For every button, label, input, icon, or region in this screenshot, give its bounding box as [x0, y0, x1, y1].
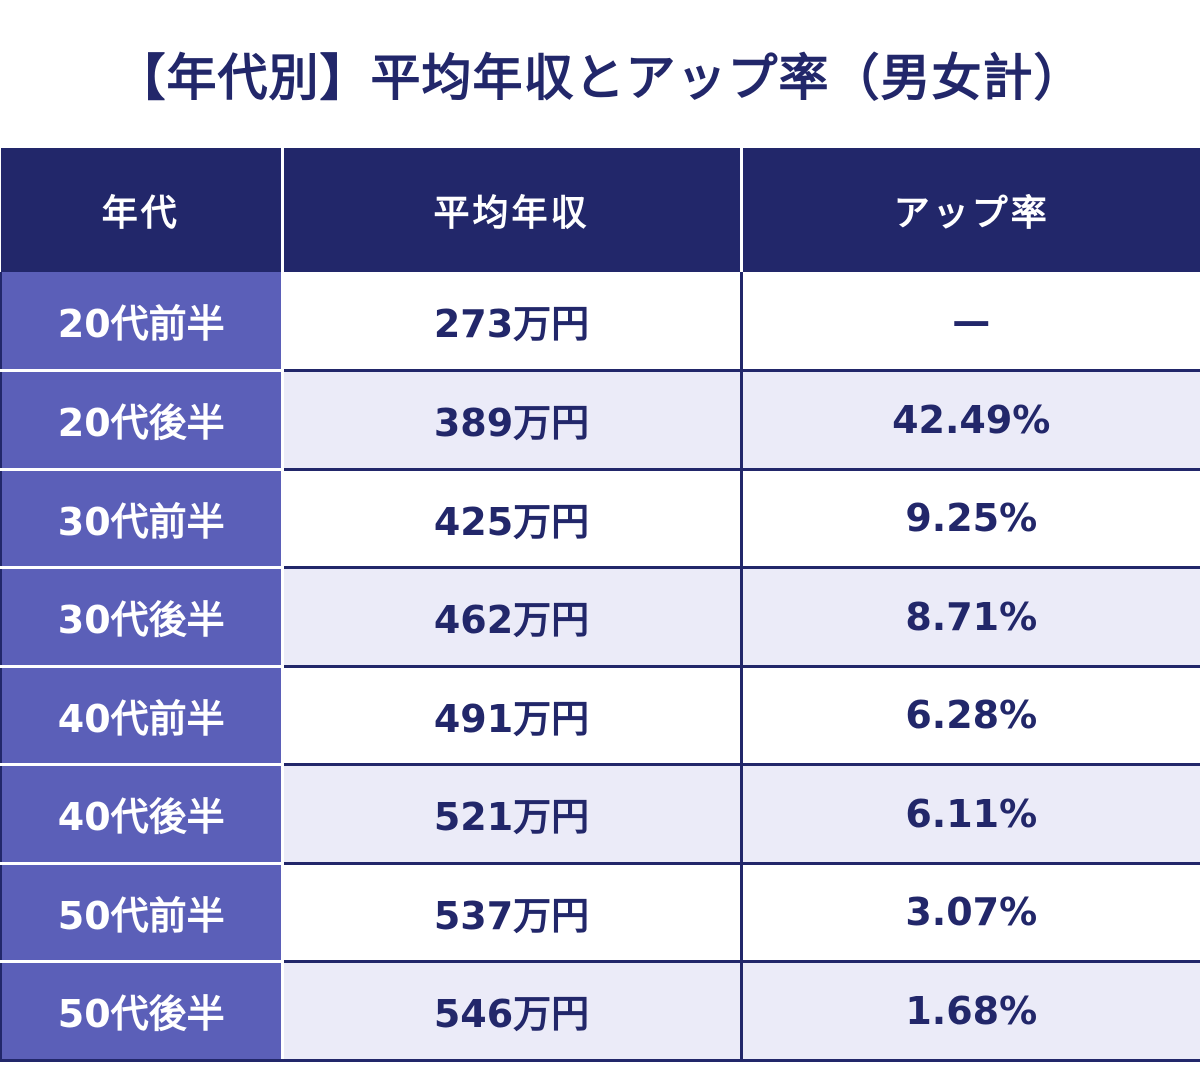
rate-cell: 42.49%	[741, 370, 1200, 471]
income-cell: 425万円	[282, 469, 743, 569]
chart-title: 【年代別】平均年収とアップ率（男女計）	[115, 49, 1085, 107]
age-cell: 30代前半	[0, 469, 284, 569]
rate-cell: 1.68%	[741, 961, 1200, 1062]
age-cell: 30代後半	[0, 567, 284, 668]
header-row: 年代 平均年収 アップ率	[1, 148, 1200, 272]
income-cell: 537万円	[282, 863, 743, 963]
rate-cell: 3.07%	[741, 863, 1200, 963]
income-cell: 491万円	[282, 666, 743, 766]
rate-cell: 6.28%	[741, 666, 1200, 766]
rate-cell: 9.25%	[741, 469, 1200, 569]
table-row: 40代前半 491万円 6.28%	[0, 666, 1200, 766]
table-row: 30代前半 425万円 9.25%	[0, 469, 1200, 569]
table-body: 20代前半 273万円 — 20代後半 389万円 42.49% 30代前半 4…	[0, 272, 1200, 1062]
column-header-rate: アップ率	[741, 148, 1200, 272]
rate-cell: —	[741, 272, 1200, 372]
age-cell: 40代前半	[0, 666, 284, 766]
income-table: 年代 平均年収 アップ率 20代前半 273万円 — 20代後半 389万円 4…	[0, 148, 1200, 1062]
income-cell: 521万円	[282, 764, 743, 865]
table-row: 50代後半 546万円 1.68%	[0, 961, 1200, 1062]
income-cell: 273万円	[282, 272, 743, 372]
table-row: 20代前半 273万円 —	[0, 272, 1200, 372]
column-header-income: 平均年収	[282, 148, 743, 272]
table-row: 30代後半 462万円 8.71%	[0, 567, 1200, 668]
table-row: 40代後半 521万円 6.11%	[0, 764, 1200, 865]
age-cell: 50代後半	[0, 961, 284, 1062]
table-row: 20代後半 389万円 42.49%	[0, 370, 1200, 471]
income-cell: 389万円	[282, 370, 743, 471]
age-cell: 40代後半	[0, 764, 284, 865]
income-cell: 546万円	[282, 961, 743, 1062]
table-row: 50代前半 537万円 3.07%	[0, 863, 1200, 963]
rate-cell: 6.11%	[741, 764, 1200, 865]
income-cell: 462万円	[282, 567, 743, 668]
table-header: 年代 平均年収 アップ率	[1, 148, 1200, 272]
age-cell: 50代前半	[0, 863, 284, 963]
age-cell: 20代後半	[0, 370, 284, 471]
column-header-age: 年代	[1, 148, 284, 272]
rate-cell: 8.71%	[741, 567, 1200, 668]
age-cell: 20代前半	[0, 272, 284, 372]
